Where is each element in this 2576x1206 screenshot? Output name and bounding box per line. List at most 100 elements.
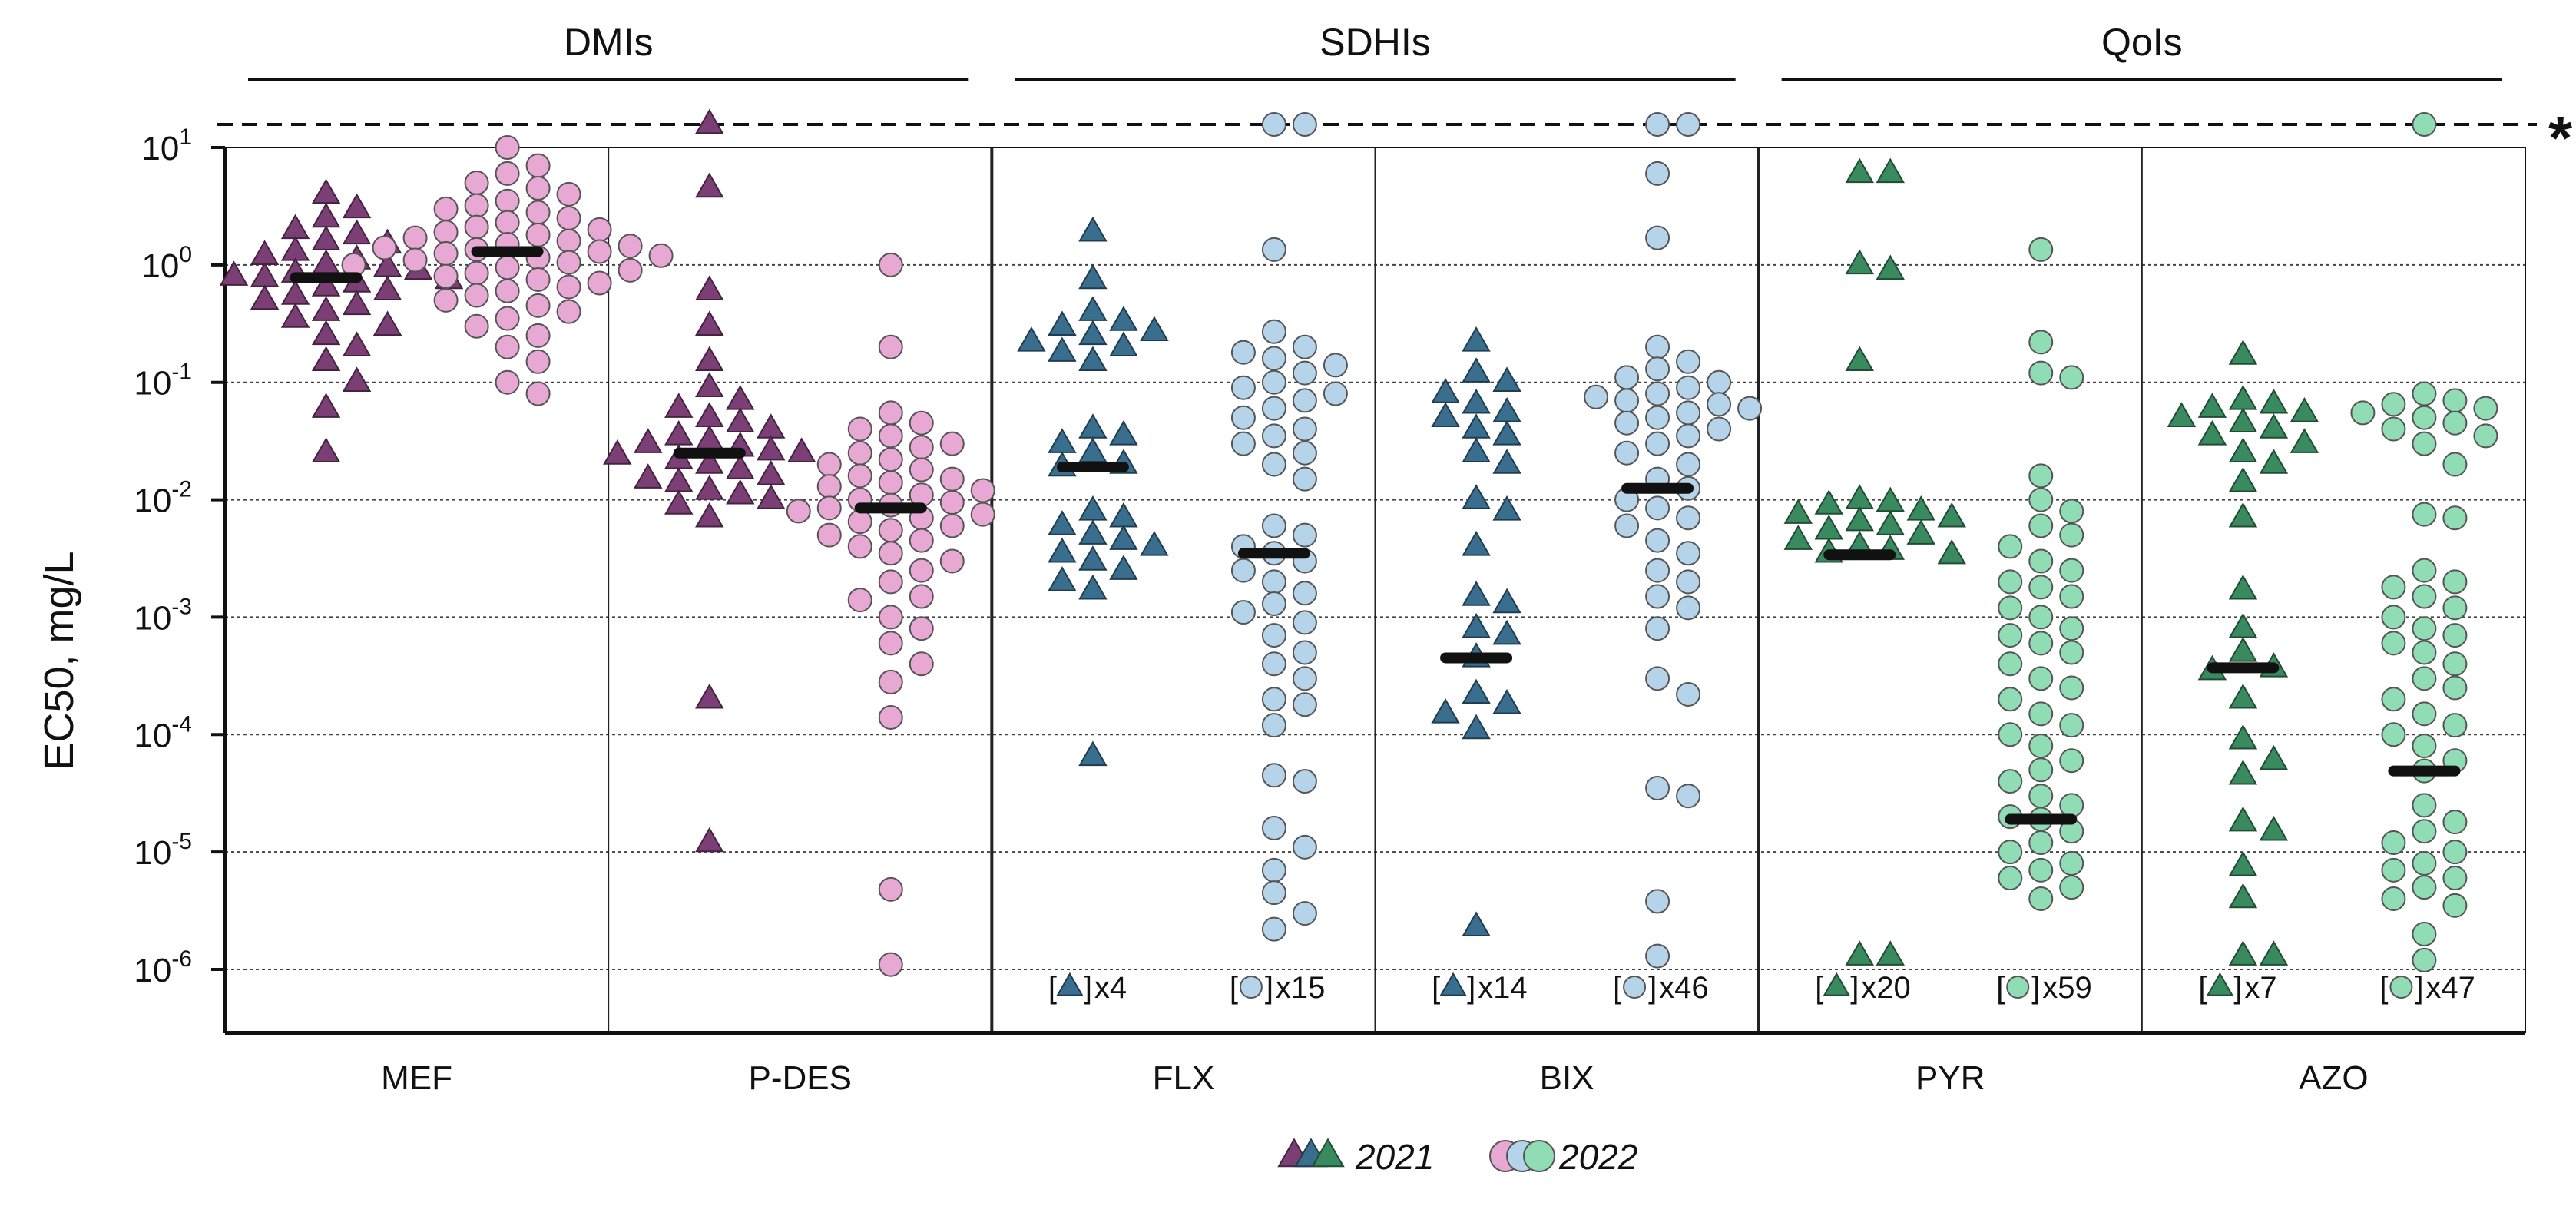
data-point-triangle	[695, 425, 724, 450]
data-point-circle	[2412, 850, 2437, 876]
data-point-triangle	[2228, 850, 2258, 876]
data-point-circle	[2028, 463, 2054, 489]
group-headers: DMIs SDHIs QoIs	[248, 21, 2502, 81]
data-point-circle	[2412, 405, 2437, 430]
data-point-circle	[1998, 569, 2023, 595]
data-point-circle	[2381, 416, 2406, 442]
data-point-circle	[939, 548, 965, 574]
data-point-triangle	[1492, 588, 1521, 614]
category-label: BIX	[1540, 1059, 1594, 1097]
data-point-circle	[1645, 161, 1670, 186]
data-point-circle	[1292, 901, 1317, 926]
data-point-circle	[2059, 713, 2084, 738]
data-point-circle	[525, 381, 551, 406]
data-point-triangle	[1078, 545, 1108, 571]
data-point-circle	[556, 206, 581, 231]
data-point-circle	[2442, 840, 2468, 865]
data-point-triangle	[695, 346, 724, 372]
data-point-triangle	[311, 320, 341, 346]
data-point-circle	[2442, 810, 2468, 835]
data-point-circle	[372, 235, 397, 260]
below-range-marker	[1056, 972, 1084, 996]
data-point-circle	[878, 423, 903, 449]
data-point-circle	[1261, 513, 1286, 538]
data-point-circle	[1614, 513, 1640, 538]
data-point-triangle	[1876, 486, 1905, 512]
data-point-circle	[939, 466, 965, 492]
data-point-triangle	[1906, 495, 1935, 521]
bracket-left: [	[1048, 971, 1057, 1005]
data-point-circle	[464, 214, 489, 240]
data-point-triangle	[1492, 420, 1521, 446]
data-point-triangle	[1048, 566, 1077, 591]
category-label: AZO	[2299, 1059, 2368, 1097]
data-point-triangle	[1462, 678, 1491, 704]
data-point-circle	[2381, 605, 2406, 630]
data-point-triangle	[2228, 683, 2258, 709]
data-point-circle	[464, 313, 489, 339]
bracket-right: ]	[1084, 971, 1092, 1005]
data-point-circle	[2442, 595, 2468, 621]
bracket-left: [	[2379, 971, 2388, 1005]
data-point-circle	[878, 704, 903, 730]
data-point-triangle	[664, 420, 694, 446]
data-point-circle	[1707, 416, 1732, 442]
data-point-circle	[587, 239, 612, 264]
data-point-circle	[909, 435, 934, 460]
data-point-triangle	[250, 284, 280, 310]
below-range-marker	[1439, 972, 1467, 996]
data-point-circle	[525, 293, 551, 318]
data-point-triangle	[1078, 437, 1108, 462]
data-point-circle	[909, 410, 934, 436]
data-point-triangle	[603, 439, 632, 465]
data-point-triangle	[1078, 740, 1108, 767]
data-point-triangle	[1937, 538, 1966, 565]
data-point-triangle	[664, 489, 694, 515]
below-range-count: x4	[1094, 971, 1127, 1005]
data-point-circle	[618, 257, 643, 283]
data-point-circle	[1292, 610, 1317, 635]
data-point-triangle	[1462, 413, 1491, 439]
data-point-circle	[1645, 775, 1670, 800]
data-point-circle	[556, 274, 581, 300]
data-point-triangle	[342, 366, 372, 392]
data-point-circle	[2028, 734, 2054, 759]
data-point-circle	[1645, 405, 1670, 430]
data-point-triangle	[757, 460, 786, 485]
data-point-triangle	[1462, 911, 1491, 936]
data-point-triangle	[695, 827, 724, 853]
data-point-triangle	[342, 290, 372, 316]
data-point-triangle	[2228, 466, 2258, 492]
data-point-circle	[1676, 112, 1701, 137]
category-label: FLX	[1153, 1059, 1215, 1097]
data-point-circle	[1292, 522, 1317, 548]
data-point-triangle	[2197, 393, 2227, 418]
data-point-circle	[433, 263, 459, 289]
data-point-circle	[2412, 616, 2437, 641]
data-point-triangle	[1109, 331, 1138, 356]
data-point-circle	[1645, 381, 1670, 406]
data-point-circle	[464, 283, 489, 308]
data-point-circle	[1261, 569, 1286, 595]
data-point-triangle	[1048, 310, 1077, 336]
data-point-triangle	[1462, 484, 1491, 509]
data-point-circle	[1261, 346, 1286, 371]
bracket-left: [	[1996, 971, 2005, 1005]
data-point-triangle	[280, 280, 310, 305]
data-point-circle	[1261, 880, 1286, 906]
data-point-triangle	[1876, 157, 1905, 184]
bracket-left: [	[1432, 971, 1440, 1005]
data-point-circle	[2028, 605, 2054, 630]
data-point-triangle	[250, 262, 280, 287]
data-point-triangle	[1048, 428, 1077, 453]
data-point-circle	[495, 135, 520, 160]
data-point-circle	[1737, 396, 1763, 421]
data-point-triangle	[311, 249, 341, 275]
data-point-circle	[464, 260, 489, 286]
category-labels: MEF P-DES FLX BIX PYR AZO	[381, 1059, 2369, 1097]
data-point-circle	[2350, 400, 2376, 426]
data-point-circle	[970, 502, 995, 527]
legend-triangle	[1311, 1138, 1345, 1168]
data-point-circle	[1676, 681, 1701, 707]
data-point-circle	[1645, 889, 1670, 914]
